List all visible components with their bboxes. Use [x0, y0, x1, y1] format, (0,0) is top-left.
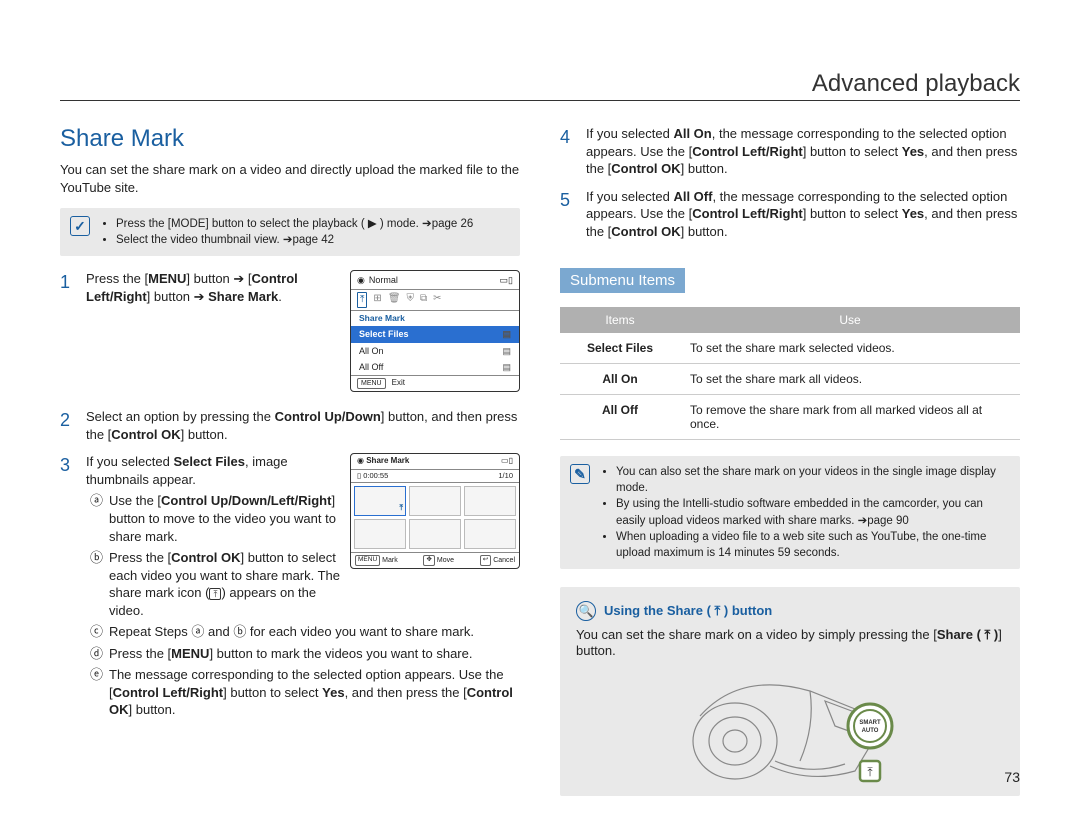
step-text: Press the [MENU] button ➔ [Control Left/… [86, 271, 298, 304]
step: 4 If you selected All On, the message co… [560, 125, 1020, 178]
section-title: Share Mark [60, 125, 520, 153]
footer-action: MENUMark [355, 555, 398, 566]
right-column: 4 If you selected All On, the message co… [560, 125, 1020, 796]
submenu-icon: ▤ [502, 328, 511, 340]
table-header: Use [680, 307, 1020, 333]
step-text: If you selected All Off, the message cor… [586, 188, 1020, 241]
share-mark-icon: ⤒ [399, 503, 403, 514]
step-text: If you selected All On, the message corr… [586, 125, 1020, 178]
thumbnail [409, 519, 461, 549]
tab-icon: 🗑 [388, 292, 401, 308]
video-icon: ◉ [357, 456, 364, 465]
step: 2 Select an option by pressing the Contr… [60, 408, 520, 443]
footer-action: ✥Move [423, 555, 454, 566]
share-icon: ⤒ [867, 765, 873, 779]
note-item: By using the Intelli-studio software emb… [616, 496, 1010, 528]
submenu-heading: Submenu Items [560, 268, 685, 293]
submenu-table: Items Use Select FilesTo set the share m… [560, 307, 1020, 440]
svg-text:SMART: SMART [859, 720, 881, 726]
thumb-count: 1/10 [498, 471, 513, 481]
menu-screenshot: ◉ Normal ▭▯ ⤒ ⊞ 🗑 ⛨ ⧉ ✂ [350, 270, 520, 392]
battery-icon: ▭▯ [500, 274, 513, 286]
chapter-title: Advanced playback [812, 70, 1020, 98]
substep: ⓐUse the [Control Up/Down/Left/Right] bu… [90, 492, 342, 545]
submenu-icon: ▤ [502, 361, 511, 373]
step: 3 ◉ Share Mark ▭▯ ▯ 0:00:55 1/10 ⤒ [60, 453, 520, 719]
page-number: 73 [1004, 769, 1020, 785]
camcorder-illustration: SMART AUTO ⤒ [660, 666, 920, 796]
substep: ⓔThe message corresponding to the select… [90, 666, 520, 719]
step-number: 2 [60, 408, 76, 443]
note-item: When uploading a video file to a web sit… [616, 529, 1010, 561]
video-icon: ◉ [357, 274, 365, 286]
thumb-time: 0:00:55 [363, 471, 388, 480]
left-column: Share Mark You can set the share mark on… [60, 125, 520, 796]
note-item: You can also set the share mark on your … [616, 464, 1010, 496]
prereq-item: Press the [MODE] button to select the pl… [116, 216, 473, 232]
chapter-rule [60, 100, 1020, 101]
step-number: 3 [60, 453, 76, 719]
menu-group-title: Share Mark [351, 311, 519, 326]
step: 1 ◉ Normal ▭▯ ⤒ ⊞ 🗑 ⛨ [60, 270, 520, 398]
tab-icon: ✂ [433, 292, 441, 308]
table-row: All OffTo remove the share mark from all… [560, 395, 1020, 440]
thumbnail [409, 486, 461, 516]
step-text: Select an option by pressing the Control… [86, 408, 520, 443]
using-share-box: 🔍 Using the Share ( ⤒ ) button You can s… [560, 587, 1020, 796]
magnifier-icon: 🔍 [576, 601, 596, 621]
footer-action: ↩Cancel [480, 555, 515, 566]
step-text: If you selected Select Files, image thum… [86, 454, 288, 487]
step-number: 4 [560, 125, 576, 178]
menu-exit-label: Exit [392, 378, 405, 389]
note-icon: ✎ [570, 464, 590, 484]
using-title-text: Using the Share ( ⤒ ) button [604, 603, 772, 619]
thumbnail [464, 519, 516, 549]
thumbnail [464, 486, 516, 516]
thumbnail [354, 519, 406, 549]
thumbnail: ⤒ [354, 486, 406, 516]
prerequisite-box: ✓ Press the [MODE] button to select the … [60, 208, 520, 256]
using-body: You can set the share mark on a video by… [576, 627, 1004, 658]
menu-item: All Off▤ [351, 359, 519, 375]
menu-item: All On▤ [351, 343, 519, 359]
menu-item-selected: Select Files▤ [351, 326, 519, 342]
step-number: 5 [560, 188, 576, 241]
table-header: Items [560, 307, 680, 333]
substep: ⓓPress the [MENU] button to mark the vid… [90, 645, 520, 663]
table-row: Select FilesTo set the share mark select… [560, 333, 1020, 364]
thumbnail-screenshot: ◉ Share Mark ▭▯ ▯ 0:00:55 1/10 ⤒ [350, 453, 520, 569]
tab-icon: ⤒ [357, 292, 367, 308]
thumb-title: Share Mark [366, 456, 409, 465]
tab-icon: ⧉ [420, 292, 427, 308]
sd-icon: ▯ [357, 471, 361, 480]
tab-icon: ⊞ [373, 292, 381, 308]
tab-icon: ⛨ [407, 292, 415, 308]
notes-box: ✎ You can also set the share mark on you… [560, 456, 1020, 569]
check-icon: ✓ [70, 216, 90, 236]
battery-icon: ▭▯ [501, 456, 513, 467]
svg-text:AUTO: AUTO [862, 728, 879, 734]
menu-btn-label: MENU [357, 378, 386, 389]
submenu-icon: ▤ [502, 345, 511, 357]
substep: ⓑPress the [Control OK] button to select… [90, 549, 342, 619]
step: 5 If you selected All Off, the message c… [560, 188, 1020, 241]
substep: ⓒRepeat Steps ⓐ and ⓑ for each video you… [90, 623, 520, 641]
section-intro: You can set the share mark on a video an… [60, 161, 520, 196]
table-row: All OnTo set the share mark all videos. [560, 364, 1020, 395]
menu-mode-label: Normal [369, 274, 398, 286]
prereq-item: Select the video thumbnail view. ➔page 4… [116, 232, 473, 248]
step-number: 1 [60, 270, 76, 398]
